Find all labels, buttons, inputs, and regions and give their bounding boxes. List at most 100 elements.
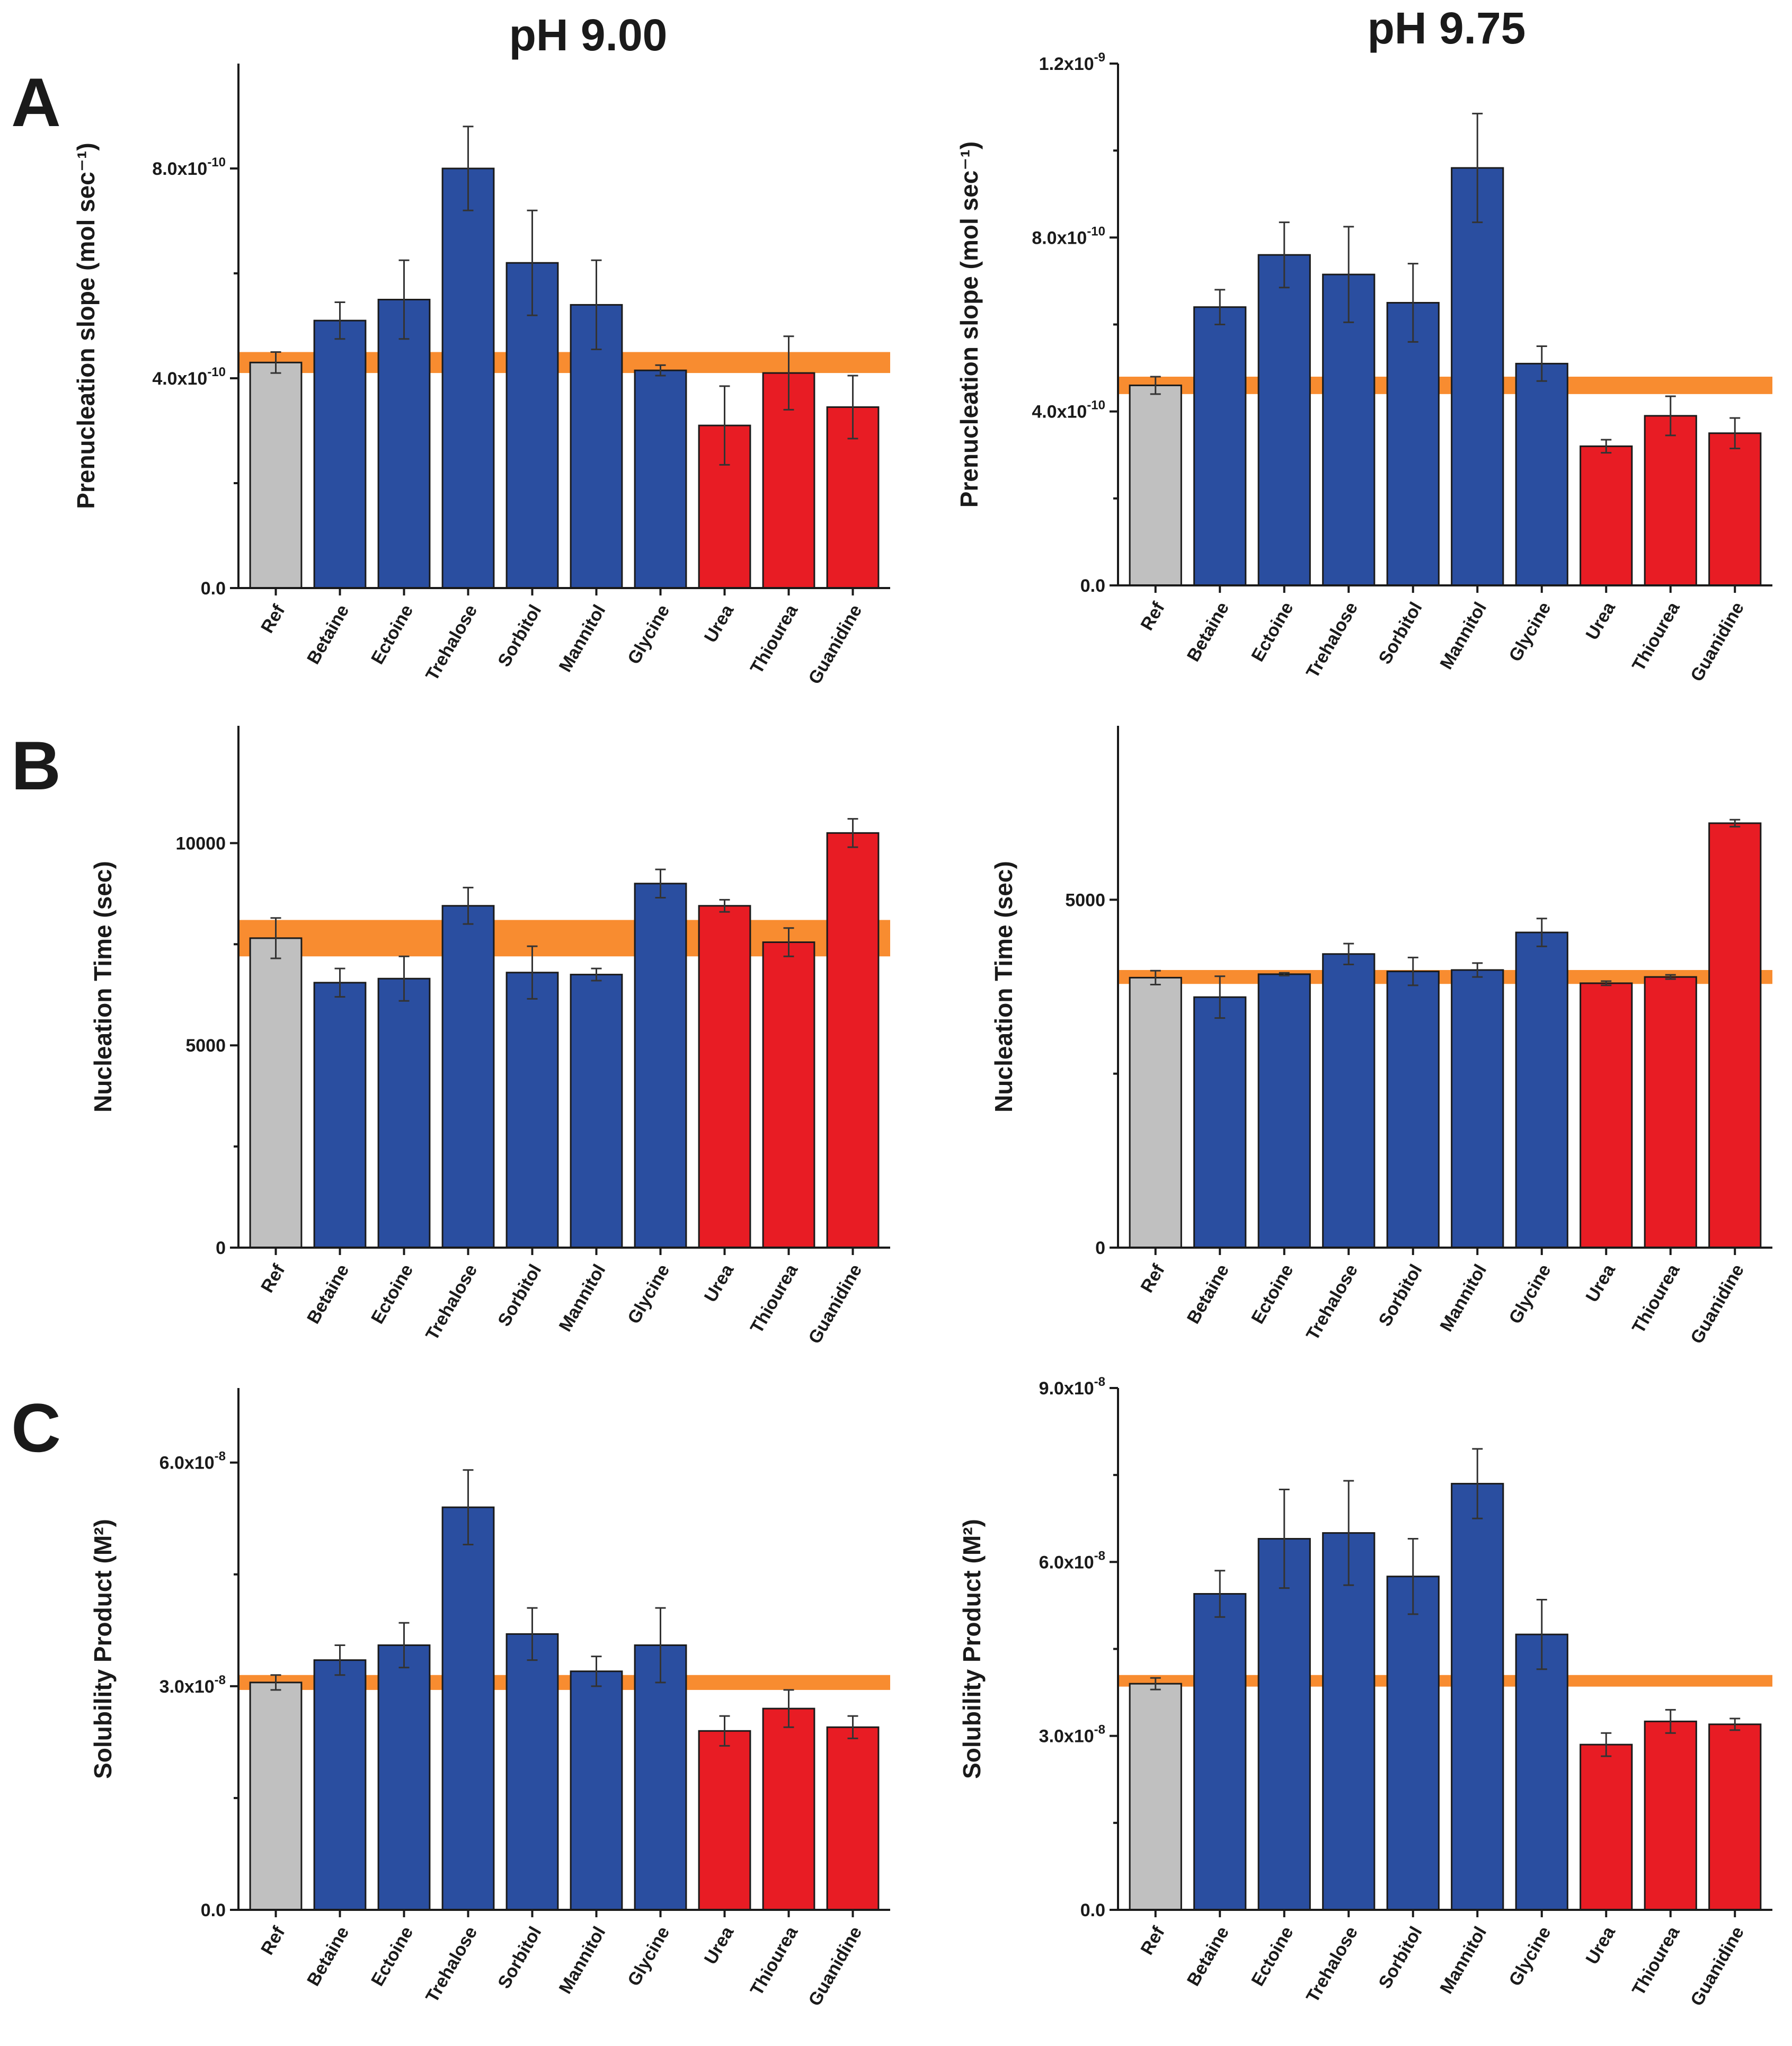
category-label-mannitol: Mannitol <box>1436 1923 1491 1997</box>
category-label-glycine: Glycine <box>1505 1923 1555 1989</box>
bar-guanidine <box>1708 432 1762 586</box>
bar-ref <box>249 361 303 589</box>
category-label-urea: Urea <box>700 1923 738 1968</box>
bar-sorbitol <box>505 972 559 1249</box>
category-label-urea: Urea <box>700 601 738 646</box>
bar-betaine <box>313 1659 367 1911</box>
category-label-mannitol: Mannitol <box>555 601 610 675</box>
bar-urea <box>1580 445 1633 586</box>
bar-guanidine <box>1708 1723 1762 1911</box>
y-tick-label: 0 <box>1095 1238 1105 1258</box>
bar-urea <box>698 905 751 1249</box>
y-tick-label: 6.0x10-8 <box>1039 1549 1105 1572</box>
category-label-ectoine: Ectoine <box>367 601 417 668</box>
bar-betaine <box>313 319 367 589</box>
chart-b-ph975: Ref Betaine Ectoine Trehalose Sorbitol Mannit… <box>990 726 1772 1347</box>
category-label-glycine: Glycine <box>1505 599 1555 665</box>
bar-ref <box>1129 384 1182 586</box>
y-axis-label: Nucleation Time (sec) <box>990 861 1017 1113</box>
bar-glycine <box>1515 931 1568 1249</box>
bar-mannitol <box>1451 167 1504 586</box>
chart-b-ph900: Ref Betaine Ectoine Trehalose Sorbitol Mannit… <box>89 726 890 1347</box>
category-label-thiourea: Thiourea <box>1628 598 1684 674</box>
bar-trehalose <box>1322 953 1376 1249</box>
category-label-mannitol: Mannitol <box>1436 599 1491 673</box>
category-label-guanidine: Guanidine <box>1687 599 1748 685</box>
category-label-thiourea: Thiourea <box>1628 1260 1684 1337</box>
bar-ectoine <box>377 1644 431 1911</box>
y-axis-label: Prenucleation slope (mol sec⁻¹) <box>955 141 983 508</box>
category-label-ref: Ref <box>1137 598 1169 634</box>
y-axis-label: Solubility Product (M²) <box>958 1519 986 1779</box>
bar-glycine <box>1515 362 1568 586</box>
category-label-mannitol: Mannitol <box>555 1261 610 1335</box>
y-axis-label: Prenucleation slope (mol sec⁻¹) <box>72 143 100 509</box>
charts: Ref Betaine Ectoine Trehalose Sorbitol Mannit… <box>72 50 1772 2009</box>
category-label-glycine: Glycine <box>1505 1261 1555 1327</box>
bar-trehalose <box>441 1506 495 1911</box>
bar-trehalose <box>441 167 495 589</box>
y-tick-label: 0.0 <box>201 579 226 599</box>
y-tick-label: 8.0x10-10 <box>1032 224 1105 248</box>
bar-ectoine <box>377 977 431 1249</box>
bar-betaine <box>1193 306 1247 586</box>
category-label-betaine: Betaine <box>303 1923 353 1989</box>
y-tick-label: 3.0x10-8 <box>159 1673 226 1697</box>
category-label-thiourea: Thiourea <box>1628 1923 1684 1999</box>
bar-urea <box>698 1730 751 1911</box>
category-label-glycine: Glycine <box>624 1923 673 1989</box>
bar-thiourea <box>1644 1720 1697 1911</box>
bar-sorbitol <box>505 1633 559 1911</box>
bar-mannitol <box>1451 969 1504 1249</box>
bar-ref <box>1129 976 1182 1249</box>
category-label-ref: Ref <box>257 601 289 636</box>
bar-glycine <box>634 883 687 1249</box>
category-label-ectoine: Ectoine <box>367 1923 417 1989</box>
category-label-betaine: Betaine <box>1183 599 1233 665</box>
category-label-trehalose: Trehalose <box>422 1923 481 2006</box>
y-tick-label: 0 <box>216 1238 226 1258</box>
category-label-sorbitol: Sorbitol <box>1375 1923 1426 1992</box>
bar-mannitol <box>570 304 623 589</box>
bar-glycine <box>634 369 687 589</box>
category-label-trehalose: Trehalose <box>1302 599 1362 681</box>
category-label-guanidine: Guanidine <box>804 601 866 688</box>
category-label-guanidine: Guanidine <box>1687 1261 1748 1347</box>
bar-ectoine <box>1257 973 1311 1249</box>
panel-letter-c: C <box>11 1389 61 1466</box>
y-tick-label: 8.0x10-10 <box>152 155 226 179</box>
chart-c-ph975: Ref Betaine Ectoine Trehalose Sorbitol Mannit… <box>958 1375 1772 2009</box>
bar-ref <box>249 937 303 1249</box>
chart-c-ph900: Ref Betaine Ectoine Trehalose Sorbitol Mannit… <box>89 1388 890 2009</box>
y-tick-label: 1.2x10-9 <box>1039 50 1105 74</box>
y-tick-label: 9.0x10-8 <box>1039 1375 1105 1399</box>
bar-betaine <box>313 982 367 1249</box>
category-label-ectoine: Ectoine <box>1247 1923 1297 1989</box>
bar-trehalose <box>1322 1532 1376 1911</box>
y-tick-label: 6.0x10-8 <box>159 1449 226 1473</box>
bar-trehalose <box>1322 273 1376 586</box>
category-label-guanidine: Guanidine <box>1687 1923 1748 2009</box>
category-label-guanidine: Guanidine <box>804 1923 866 2009</box>
category-label-ectoine: Ectoine <box>367 1261 417 1327</box>
bar-mannitol <box>570 974 623 1249</box>
category-label-trehalose: Trehalose <box>1302 1261 1362 1344</box>
category-label-mannitol: Mannitol <box>555 1923 610 1997</box>
bar-guanidine <box>1708 822 1762 1249</box>
bar-ref <box>1129 1683 1182 1911</box>
y-tick-label: 10000 <box>175 833 226 853</box>
y-axis-label: Solubility Product (M²) <box>89 1519 117 1779</box>
bar-thiourea <box>1644 415 1697 586</box>
bar-betaine <box>1193 996 1247 1249</box>
category-label-trehalose: Trehalose <box>1302 1923 1362 2006</box>
category-label-urea: Urea <box>1582 1260 1619 1305</box>
category-label-sorbitol: Sorbitol <box>494 1923 545 1992</box>
category-label-urea: Urea <box>700 1260 738 1305</box>
bar-betaine <box>1193 1593 1247 1911</box>
category-label-ref: Ref <box>257 1923 289 1958</box>
y-tick-label: 5000 <box>1065 890 1105 910</box>
bar-sorbitol <box>1386 971 1440 1249</box>
bar-sorbitol <box>1386 301 1440 586</box>
panel-letter-a: A <box>11 64 61 141</box>
